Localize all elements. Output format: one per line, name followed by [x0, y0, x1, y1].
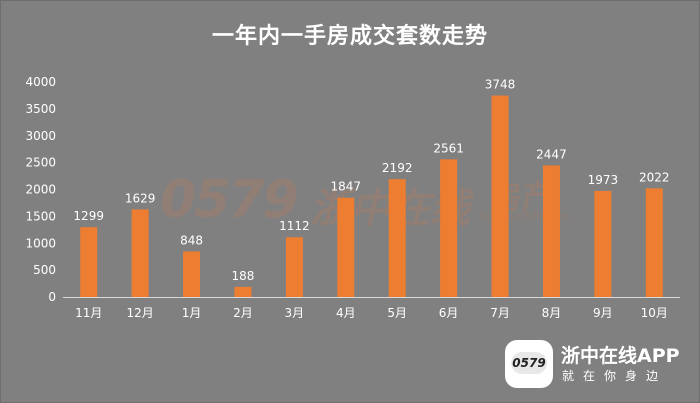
x-tick-label: 10月 — [641, 306, 668, 320]
bar — [285, 237, 303, 297]
data-label: 1847 — [331, 180, 362, 194]
x-tick-label: 9月 — [593, 306, 613, 320]
y-tick-label: 2000 — [25, 183, 56, 197]
data-label: 848 — [180, 233, 203, 247]
y-tick-label: 3000 — [25, 129, 56, 143]
app-logo: 0579 浙中在线APP 就在你身边 — [505, 337, 695, 397]
x-tick-label: 7月 — [490, 306, 510, 320]
y-tick-label: 0 — [48, 290, 56, 304]
data-label: 2022 — [639, 170, 670, 184]
bar — [337, 197, 355, 297]
y-tick-label: 3500 — [25, 102, 56, 116]
x-tick-label: 1月 — [182, 306, 202, 320]
bar — [440, 159, 458, 297]
data-label: 2561 — [433, 141, 464, 155]
data-label: 2447 — [536, 147, 567, 161]
y-tick-label: 1500 — [25, 209, 56, 223]
bar — [234, 286, 252, 297]
bar — [645, 188, 663, 297]
logo-slogan: 就在你身边 — [562, 369, 668, 383]
data-label: 1112 — [279, 219, 310, 233]
y-tick-label: 500 — [33, 263, 56, 277]
data-label: 1299 — [73, 209, 104, 223]
bar — [80, 227, 98, 297]
x-tick-label: 2月 — [233, 306, 253, 320]
x-tick-label: 12月 — [126, 306, 153, 320]
bar — [183, 251, 201, 297]
watermark-number: 0579 — [160, 170, 299, 230]
x-tick-label: 8月 — [542, 306, 562, 320]
x-tick-label: 3月 — [285, 306, 305, 320]
x-tick-label: 11月 — [75, 306, 102, 320]
bar — [542, 165, 560, 297]
logo-badge-icon: 0579 — [505, 340, 553, 388]
data-label: 1973 — [588, 173, 619, 187]
logo-badge-text: 0579 — [511, 352, 547, 374]
x-tick-label: 5月 — [387, 306, 407, 320]
y-tick-label: 1000 — [25, 236, 56, 250]
y-tick-label: 4000 — [25, 75, 56, 89]
data-label: 3748 — [485, 78, 516, 92]
bar — [491, 95, 509, 297]
chart-title: 一年内一手房成交套数走势 — [211, 24, 488, 49]
x-tick-label: 4月 — [336, 306, 356, 320]
y-tick-label: 2500 — [25, 156, 56, 170]
bar — [131, 209, 149, 297]
x-tick-label: 6月 — [439, 306, 459, 320]
data-label: 188 — [232, 269, 255, 283]
bar — [388, 179, 406, 297]
data-label: 2192 — [382, 161, 413, 175]
bar — [594, 190, 612, 297]
logo-name: 浙中在线APP — [561, 345, 680, 367]
data-label: 1629 — [125, 191, 156, 205]
